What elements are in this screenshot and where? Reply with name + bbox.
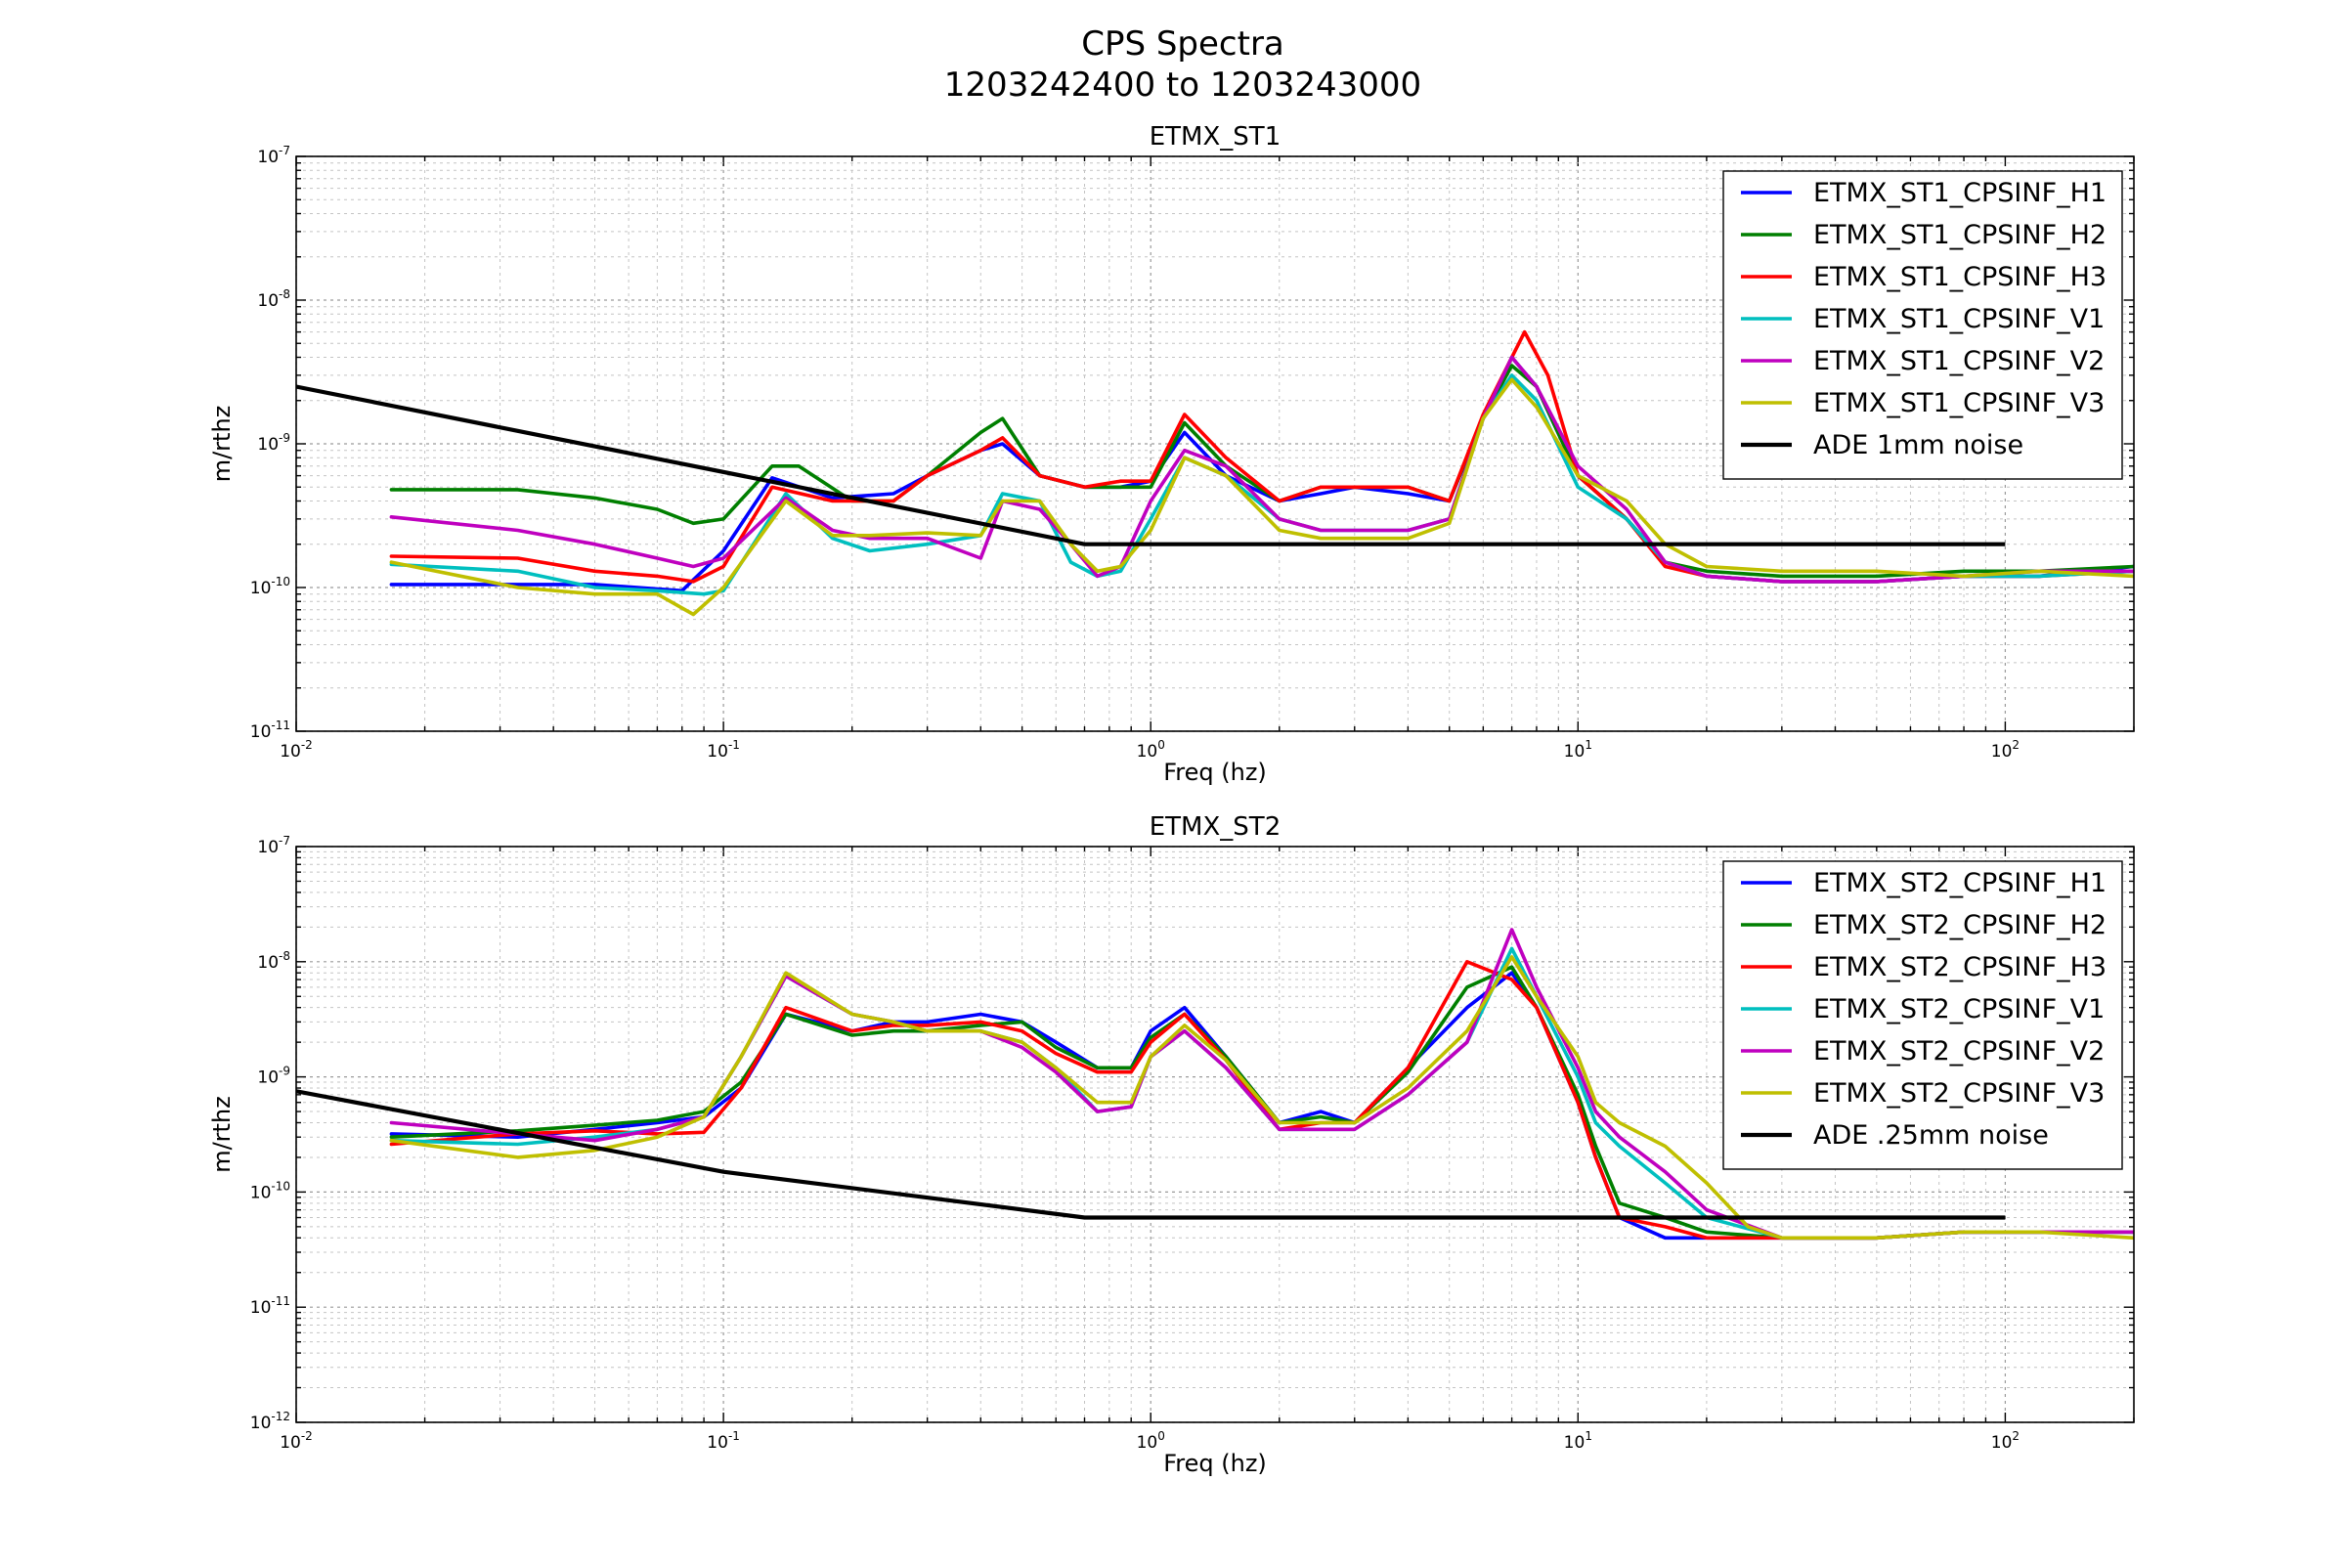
- chart-1-y-axis-label: m/rthz: [208, 406, 236, 483]
- chart-1-series-5-line: [389, 355, 2134, 584]
- chart-2-x-axis-label: Freq (hz): [1163, 1450, 1267, 1477]
- chart-2-series-group: [296, 928, 2134, 1241]
- chart-2-legend-box: [1722, 860, 2123, 1170]
- chart-1-legend-label-7: ADE 1mm noise: [1813, 430, 2023, 460]
- chart-2-title: ETMX_ST2: [1150, 812, 1281, 842]
- chart-1-legend-label-3: ETMX_ST1_CPSINF_H3: [1813, 262, 2107, 292]
- chart-1-x-tick-label: 10-2: [280, 738, 313, 762]
- chart-1-series-group: [296, 329, 2134, 617]
- chart-1-legend-label-6: ETMX_ST1_CPSINF_V3: [1813, 388, 2105, 418]
- chart-1-legend-box: [1722, 170, 2123, 480]
- chart-2-y-tick-label: 10-12: [250, 1410, 290, 1433]
- chart-2-y-tick-label: 10-9: [257, 1065, 290, 1088]
- chart-1-series-7-reference-line: [296, 384, 2006, 546]
- chart-2-y-tick-label: 10-11: [250, 1294, 290, 1318]
- chart-2-series-7-reference-line: [296, 1089, 2006, 1220]
- chart-2-series-6-line: [389, 955, 2134, 1241]
- chart-1-y-tick-label: 10-11: [250, 719, 290, 742]
- chart-2-x-tick-label: 100: [1137, 1429, 1165, 1453]
- chart-1-y-tick-label: 10-10: [250, 575, 290, 598]
- chart-2-x-tick-label: 10-1: [707, 1429, 740, 1453]
- chart-1-plot-frame: [295, 155, 2135, 732]
- chart-2-legend: ETMX_ST2_CPSINF_H1 ETMX_ST2_CPSINF_H2 ETMX…: [1722, 860, 2123, 1170]
- chart-2-y-axis-label: m/rthz: [208, 1096, 236, 1173]
- chart-1-grid: [295, 155, 2135, 732]
- chart-1-x-tick-label: 100: [1137, 738, 1165, 762]
- chart-2-legend-label-4: ETMX_ST2_CPSINF_V1: [1813, 994, 2105, 1024]
- chart-1-series-6-line: [389, 377, 2134, 617]
- chart-1-x-tick-label: 101: [1564, 738, 1592, 762]
- chart-1-legend-label-1: ETMX_ST1_CPSINF_H1: [1813, 178, 2107, 208]
- chart-1-legend-label-4: ETMX_ST1_CPSINF_V1: [1813, 304, 2105, 334]
- chart-1-series-3-line: [389, 329, 2134, 584]
- figure-subtitle: 1203242400 to 1203243000: [944, 65, 1421, 105]
- chart-1-x-axis-label: Freq (hz): [1163, 759, 1267, 786]
- chart-2-legend-label-3: ETMX_ST2_CPSINF_H3: [1813, 952, 2107, 982]
- chart-1-title: ETMX_ST1: [1150, 122, 1281, 152]
- panel-etmx-st2: ETMX_ST2 Freq (hz) m/rthz 10-2 10-1 100 101 102…: [208, 812, 2135, 1477]
- chart-2-y-tick-label: 10-10: [250, 1179, 290, 1202]
- chart-1-x-tick-label: 10-1: [707, 738, 740, 762]
- chart-2-x-tick-label: 102: [1991, 1429, 2020, 1453]
- chart-1-legend-label-5: ETMX_ST1_CPSINF_V2: [1813, 346, 2105, 376]
- chart-1-y-tick-label: 10-8: [257, 287, 290, 311]
- chart-2-legend-label-2: ETMX_ST2_CPSINF_H2: [1813, 910, 2107, 940]
- chart-2-x-tick-label: 101: [1564, 1429, 1592, 1453]
- chart-2-legend-label-1: ETMX_ST2_CPSINF_H1: [1813, 868, 2107, 898]
- chart-1-legend-label-2: ETMX_ST1_CPSINF_H2: [1813, 220, 2107, 250]
- chart-2-x-tick-label: 10-2: [280, 1429, 313, 1453]
- chart-1-legend: ETMX_ST1_CPSINF_H1 ETMX_ST1_CPSINF_H2 ETMX…: [1722, 170, 2123, 480]
- chart-2-legend-label-7: ADE .25mm noise: [1813, 1120, 2049, 1151]
- chart-1-y-tick-label: 10-9: [257, 431, 290, 455]
- figure-title: CPS Spectra: [1081, 24, 1284, 64]
- panel-etmx-st1: ETMX_ST1 Freq (hz) m/rthz 10-2 10-1 100 101 102…: [208, 122, 2135, 786]
- chart-2-legend-label-6: ETMX_ST2_CPSINF_V3: [1813, 1078, 2105, 1109]
- chart-1-y-tick-label: 10-7: [257, 144, 290, 167]
- chart-2-plot-frame: [295, 846, 2135, 1423]
- chart-2-y-tick-label: 10-8: [257, 949, 290, 973]
- chart-2-y-tick-label: 10-7: [257, 834, 290, 857]
- chart-2-legend-label-5: ETMX_ST2_CPSINF_V2: [1813, 1036, 2105, 1067]
- chart-1-x-tick-label: 102: [1991, 738, 2020, 762]
